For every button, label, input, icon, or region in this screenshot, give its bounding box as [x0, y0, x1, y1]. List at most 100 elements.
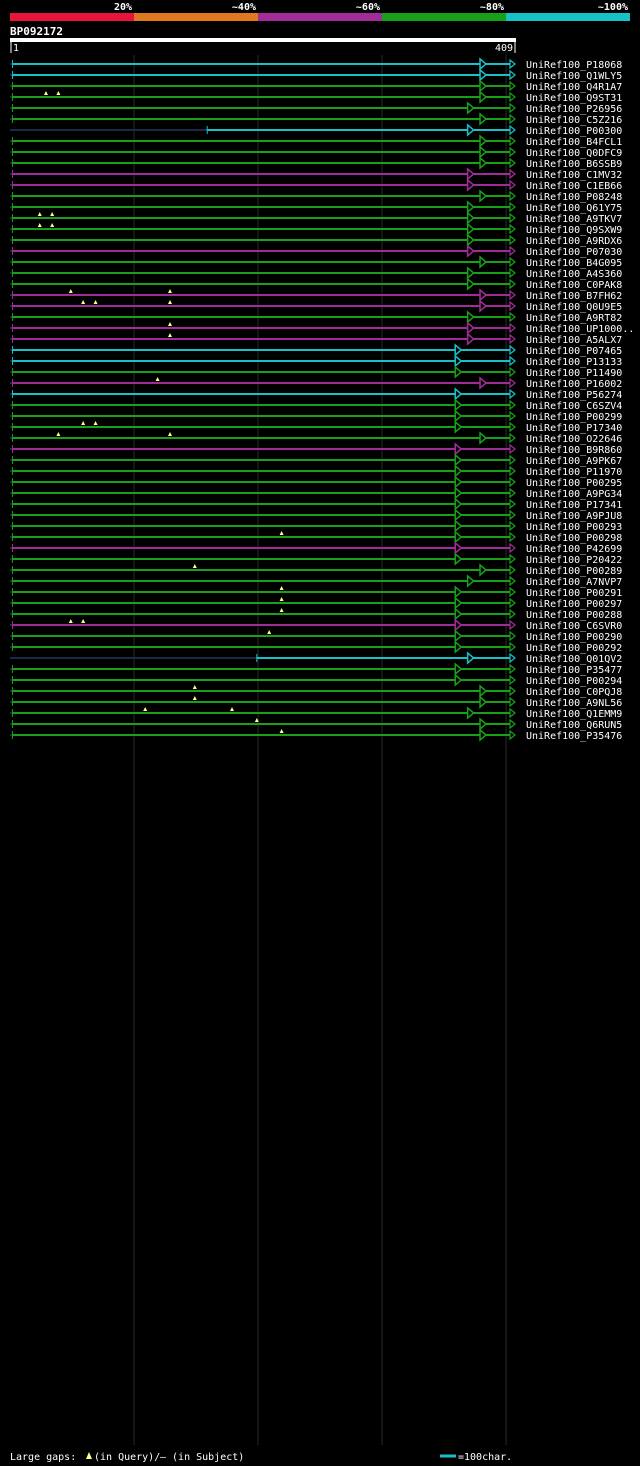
query-gap-marker	[279, 531, 284, 535]
hit-row: UniRef100_Q6RUN5	[10, 717, 622, 731]
hit-end-arrow	[509, 707, 516, 719]
hit-label: UniRef100_O22646	[526, 434, 622, 445]
hit-end-arrow	[509, 80, 516, 92]
hit-label: UniRef100_P00289	[526, 566, 622, 577]
hit-row: UniRef100_B7FH62	[10, 288, 622, 302]
hit-end-arrow	[509, 432, 516, 444]
hit-row: UniRef100_P00299	[10, 409, 622, 423]
hit-label: UniRef100_P07465	[526, 346, 622, 357]
hit-end-arrow	[509, 619, 516, 631]
hit-arrow	[454, 508, 463, 522]
hit-label: UniRef100_Q1EMM9	[526, 709, 622, 720]
hit-arrow	[454, 618, 463, 632]
hit-label: UniRef100_P00291	[526, 588, 622, 599]
hit-row: UniRef100_B9R860	[10, 442, 622, 456]
hit-row: UniRef100_P00291	[10, 585, 622, 599]
hit-arrow	[479, 68, 488, 82]
query-gap-marker	[93, 300, 98, 304]
hit-row: UniRef100_A9RT82	[10, 310, 622, 324]
hit-row: UniRef100_P56274	[10, 387, 622, 401]
hit-label: UniRef100_C6SZV4	[526, 401, 622, 412]
hit-end-arrow	[509, 685, 516, 697]
hit-label: UniRef100_P00293	[526, 522, 622, 533]
hit-row: UniRef100_P07030	[10, 244, 622, 258]
hit-row: UniRef100_P18068	[10, 57, 622, 71]
query-gap-marker	[143, 707, 148, 711]
hit-arrow	[454, 596, 463, 610]
hit-arrow	[479, 112, 488, 126]
footer-query-label: (in Query)/	[94, 1452, 160, 1463]
hit-arrow	[479, 145, 488, 159]
hit-row: UniRef100_P11970	[10, 464, 622, 478]
hit-arrow	[454, 398, 463, 412]
hit-row: UniRef100_P00294	[10, 673, 622, 687]
hit-end-arrow	[509, 212, 516, 224]
hit-arrow	[454, 673, 463, 687]
hit-row: UniRef100_P20422	[10, 552, 622, 566]
query-gap-marker	[279, 597, 284, 601]
query-title: BP092172	[10, 25, 63, 38]
hit-label: UniRef100_P00290	[526, 632, 622, 643]
legend-swatch	[10, 13, 134, 21]
hit-label: UniRef100_P16002	[526, 379, 622, 390]
hit-arrow	[454, 486, 463, 500]
hit-row: UniRef100_C5Z216	[10, 112, 622, 126]
hit-label: UniRef100_Q1WLY5	[526, 71, 622, 82]
hit-row: UniRef100_Q0U9E5	[10, 299, 622, 313]
hit-row: UniRef100_P00297	[10, 596, 622, 610]
query-gap-marker	[267, 630, 272, 634]
hit-end-arrow	[509, 520, 516, 532]
hit-end-arrow	[509, 113, 516, 125]
hit-row: UniRef100_UP1000..	[10, 321, 634, 335]
query-gap-marker	[192, 696, 197, 700]
hit-end-arrow	[509, 465, 516, 477]
query-gap-marker	[43, 91, 48, 95]
hit-label: UniRef100_Q01QV2	[526, 654, 622, 665]
hit-arrow	[479, 189, 488, 203]
hit-arrow	[454, 475, 463, 489]
hit-end-arrow	[509, 201, 516, 213]
hit-end-arrow	[509, 102, 516, 114]
hit-arrow	[454, 365, 463, 379]
hit-arrow	[466, 178, 475, 192]
hit-row: UniRef100_P17340	[10, 420, 622, 434]
hit-label: UniRef100_P56274	[526, 390, 622, 401]
hit-end-arrow	[509, 124, 516, 136]
hit-arrow	[454, 640, 463, 654]
hit-row: UniRef100_A4S360	[10, 266, 622, 280]
query-gap-marker	[81, 421, 86, 425]
hit-end-arrow	[509, 289, 516, 301]
hit-arrow	[466, 123, 475, 137]
hit-arrow	[466, 277, 475, 291]
hit-end-arrow	[509, 135, 516, 147]
hit-end-arrow	[509, 410, 516, 422]
hit-arrow	[466, 222, 475, 236]
hit-label: UniRef100_Q6RUN5	[526, 720, 622, 731]
hit-label: UniRef100_B4G095	[526, 258, 622, 269]
hit-row: UniRef100_A9PJU8	[10, 508, 622, 522]
hit-row: UniRef100_C1EB66	[10, 178, 622, 192]
hit-arrow	[466, 574, 475, 588]
hit-label: UniRef100_C1MV32	[526, 170, 622, 181]
hit-end-arrow	[509, 168, 516, 180]
hit-end-arrow	[509, 190, 516, 202]
hit-label: UniRef100_Q0DFC9	[526, 148, 622, 159]
hit-arrow	[454, 409, 463, 423]
hit-end-arrow	[509, 278, 516, 290]
hit-end-arrow	[509, 322, 516, 334]
query-gap-marker	[93, 421, 98, 425]
hit-arrow	[479, 563, 488, 577]
hit-row: UniRef100_P35477	[10, 662, 622, 676]
hit-row: UniRef100_A5ALX7	[10, 332, 622, 346]
hit-arrow	[454, 552, 463, 566]
legend-label: ~60%	[356, 2, 380, 13]
hit-row: UniRef100_P00288	[10, 607, 622, 621]
hit-row: UniRef100_C6SZV4	[10, 398, 622, 412]
hit-row: UniRef100_C0PQJ8	[10, 684, 622, 698]
hit-label: UniRef100_P11970	[526, 467, 622, 478]
hit-row: UniRef100_P08248	[10, 189, 622, 203]
hit-label: UniRef100_P17340	[526, 423, 622, 434]
hit-row: UniRef100_A9NL56	[10, 695, 622, 709]
hit-label: UniRef100_A7NVP7	[526, 577, 622, 588]
legend-swatch	[258, 13, 382, 21]
